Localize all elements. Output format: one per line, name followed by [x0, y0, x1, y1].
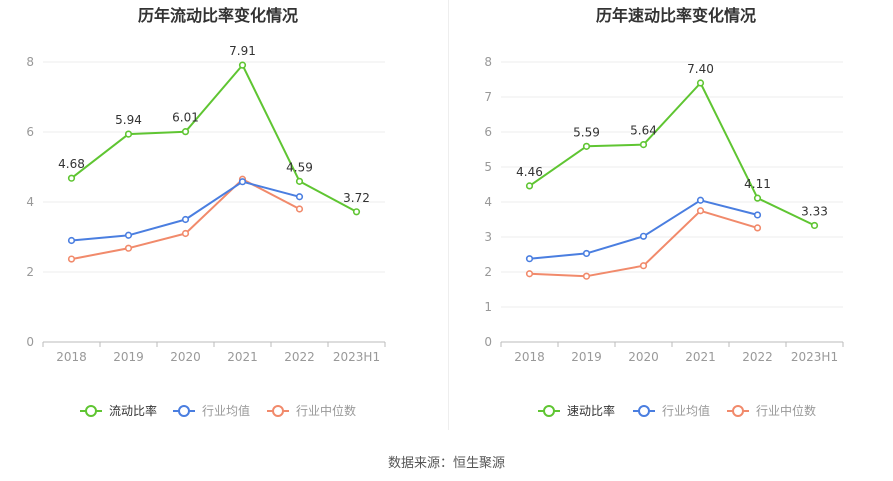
data-label: 5.94: [115, 113, 142, 127]
legend-label[interactable]: 行业均值: [662, 403, 710, 418]
panel-divider: [448, 0, 449, 430]
y-tick-label: 4: [26, 195, 34, 209]
chart-title: 历年流动比率变化情况: [138, 6, 298, 25]
data-point[interactable]: [124, 130, 133, 138]
data-point[interactable]: [67, 255, 76, 263]
data-point[interactable]: [582, 142, 591, 150]
data-point[interactable]: [352, 208, 361, 216]
y-tick-label: 6: [26, 125, 34, 139]
data-label: 4.68: [58, 157, 85, 171]
data-point[interactable]: [238, 178, 247, 186]
data-point[interactable]: [181, 128, 190, 136]
x-tick-label: 2022: [742, 350, 773, 364]
x-tick-label: 2022: [284, 350, 315, 364]
data-point[interactable]: [181, 229, 190, 238]
data-point[interactable]: [238, 61, 247, 69]
x-tick-label: 2021: [227, 350, 258, 364]
data-label: 5.59: [573, 125, 600, 139]
data-point[interactable]: [67, 174, 76, 182]
x-tick-label: 2019: [571, 350, 602, 364]
data-point[interactable]: [295, 205, 304, 213]
data-point[interactable]: [753, 224, 762, 232]
y-tick-label: 1: [484, 300, 492, 314]
legend-marker: [178, 405, 190, 417]
x-tick-label: 2021: [685, 350, 716, 364]
data-label: 4.46: [516, 165, 543, 179]
data-label: 4.11: [744, 177, 771, 191]
y-tick-label: 6: [484, 125, 492, 139]
data-point[interactable]: [639, 262, 648, 270]
data-point[interactable]: [639, 141, 648, 149]
y-tick-label: 0: [484, 335, 492, 349]
data-label: 3.33: [801, 204, 828, 218]
data-label: 7.40: [687, 62, 714, 76]
legend-marker: [638, 405, 650, 417]
legend-label[interactable]: 行业中位数: [756, 403, 816, 418]
data-label: 6.01: [172, 111, 199, 125]
legend-marker: [85, 405, 97, 417]
legend-label[interactable]: 行业中位数: [296, 403, 356, 418]
data-point[interactable]: [696, 196, 705, 204]
series-line: [70, 64, 357, 213]
data-point[interactable]: [67, 236, 76, 245]
series-line: [528, 82, 815, 227]
x-tick-label: 2019: [113, 350, 144, 364]
x-tick-label: 2020: [628, 350, 659, 364]
y-tick-label: 0: [26, 335, 34, 349]
data-point[interactable]: [582, 249, 591, 258]
data-point[interactable]: [696, 79, 705, 87]
legend-marker: [732, 405, 744, 417]
legend-label[interactable]: 行业均值: [202, 403, 250, 418]
data-point[interactable]: [181, 215, 190, 224]
y-tick-label: 3: [484, 230, 492, 244]
data-point[interactable]: [525, 270, 534, 278]
chart-title: 历年速动比率变化情况: [596, 6, 756, 25]
series-line: [529, 199, 758, 260]
source-label: 数据来源：恒生聚源: [387, 456, 505, 471]
data-label: 5.64: [630, 124, 657, 138]
x-tick-label: 2020: [170, 350, 201, 364]
x-tick-label: 2023H1: [333, 350, 380, 364]
y-tick-label: 5: [484, 160, 492, 174]
legend-label[interactable]: 流动比率: [109, 403, 157, 418]
data-point[interactable]: [295, 177, 304, 185]
data-point[interactable]: [525, 182, 534, 190]
y-tick-label: 7: [484, 90, 492, 104]
data-point[interactable]: [753, 211, 762, 219]
legend-marker: [543, 405, 555, 417]
data-point[interactable]: [525, 255, 534, 263]
x-tick-label: 2023H1: [791, 350, 838, 364]
data-point[interactable]: [124, 244, 133, 252]
data-label: 3.72: [343, 191, 370, 205]
legend-label[interactable]: 速动比率: [567, 403, 615, 418]
data-label: 4.59: [286, 160, 313, 174]
legend-marker: [272, 405, 284, 417]
y-tick-label: 4: [484, 195, 492, 209]
data-point[interactable]: [810, 221, 819, 230]
y-tick-label: 8: [484, 55, 492, 69]
data-point[interactable]: [639, 232, 648, 240]
data-point[interactable]: [696, 207, 705, 215]
x-tick-label: 2018: [514, 350, 545, 364]
data-label: 7.91: [229, 44, 256, 58]
data-point[interactable]: [124, 231, 133, 239]
x-tick-label: 2018: [56, 350, 87, 364]
data-point[interactable]: [295, 193, 304, 201]
y-tick-label: 2: [484, 265, 492, 279]
data-point[interactable]: [753, 194, 762, 202]
y-tick-label: 2: [26, 265, 34, 279]
y-tick-label: 8: [26, 55, 34, 69]
data-point[interactable]: [582, 272, 591, 280]
